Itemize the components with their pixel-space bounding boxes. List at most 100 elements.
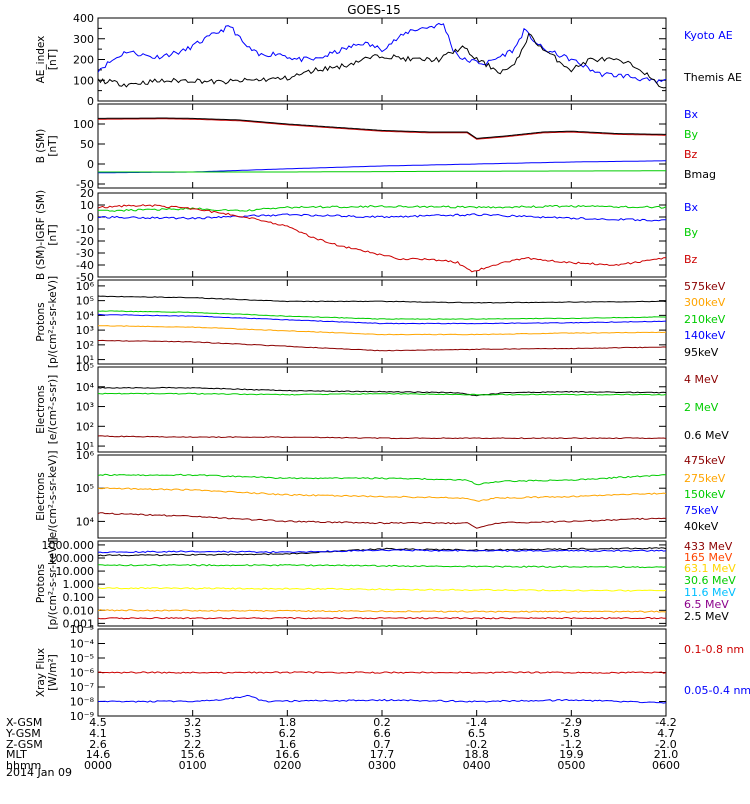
footer-value: 1.8 [279, 716, 297, 729]
footer-value: 0.2 [373, 716, 391, 729]
series-line-bmag [98, 117, 666, 139]
y-tick-label: 0.001 [63, 617, 95, 630]
y-tick-label: 10⁻⁷ [70, 681, 94, 694]
y-tick-label: 300 [73, 33, 94, 46]
series-line-2-mev [98, 392, 666, 396]
y-axis-title: Protons [35, 302, 47, 341]
footer-value: 19.9 [559, 748, 584, 761]
chart-panel-6: 10⁶ 10⁵ 10⁴ Electrons [e/(cm²-s-sr-keV)] 475k… [35, 449, 726, 542]
footer-value: -4.2 [655, 716, 676, 729]
y-tick-label: 10 [80, 199, 94, 212]
footer-value: 2.2 [184, 738, 202, 751]
series-line-0-6-mev [98, 435, 666, 440]
y-tick-label: 10⁻⁹ [70, 710, 94, 723]
legend-label: 433 MeV [684, 540, 733, 553]
y-tick-label: 0.010 [63, 604, 95, 617]
y-tick-label: 1000.000 [42, 539, 95, 552]
footer-value: 21.0 [654, 748, 679, 761]
panel-frame [97, 17, 667, 102]
footer-value: 3.2 [184, 716, 202, 729]
y-axis-title: Xray Flux [35, 648, 47, 697]
legend-label: 6.5 MeV [684, 598, 729, 611]
footer-row-label: X-GSM [6, 716, 42, 729]
footer-value: 0100 [179, 759, 207, 772]
y-tick-label: -20 [76, 235, 94, 248]
figure-title: GOES-15 [347, 3, 401, 17]
chart-panel-7: 1000.000100.00010.0001.0000.1000.0100.00… [35, 537, 736, 630]
footer-value: 5.8 [563, 727, 581, 740]
footer-value: 0000 [84, 759, 112, 772]
legend-label: 2.5 MeV [684, 610, 729, 623]
series-line-by [98, 204, 666, 212]
y-tick-label: 0.100 [63, 591, 95, 604]
y-tick-label: 20 [80, 187, 94, 200]
y-tick-label: 10² [76, 420, 94, 433]
series-line-by [98, 170, 666, 173]
y-tick-label: 0 [87, 158, 94, 171]
legend-label: 40keV [684, 520, 719, 533]
footer-value: 4.1 [89, 727, 107, 740]
series-line-300kev [98, 325, 666, 336]
y-axis-title: Electrons [35, 472, 47, 521]
y-axis-title: [nT] [47, 135, 59, 156]
legend-label: 0.1-0.8 nm [684, 643, 744, 656]
legend-label: 4 MeV [684, 373, 719, 386]
footer-value: 16.6 [275, 748, 300, 761]
y-tick-label: 10⁻³ [70, 623, 94, 636]
footer-value: 6.2 [279, 727, 297, 740]
legend-label: 150keV [684, 488, 726, 501]
y-tick-label: 10⁻⁶ [70, 667, 95, 680]
y-axis-title: [nT] [47, 224, 59, 245]
series-line-63-1-mev [98, 587, 666, 592]
series-line-0-1-0-8-nm [98, 671, 666, 674]
y-axis-title: [W/m²] [47, 654, 59, 691]
footer-value: 0300 [368, 759, 396, 772]
legend-label: 140keV [684, 329, 726, 342]
y-tick-label: 0 [87, 211, 94, 224]
footer-value: -0.2 [466, 738, 487, 751]
series-line-kyoto-ae [98, 22, 666, 84]
footer-value: 4.5 [89, 716, 107, 729]
y-tick-label: 10⁵ [76, 482, 94, 495]
series-line-bz [98, 118, 666, 140]
y-tick-label: 10⁴ [76, 309, 95, 322]
y-tick-label: 0 [87, 95, 94, 108]
footer-value: 1.6 [279, 738, 297, 751]
y-tick-label: 400 [73, 12, 94, 25]
y-tick-label: 10¹ [76, 354, 94, 367]
y-tick-label: 10⁶ [76, 449, 95, 462]
y-axis-title: Protons [35, 564, 47, 603]
y-tick-label: 10⁵ [76, 295, 94, 308]
footer-value: 6.6 [373, 727, 391, 740]
y-axis-title: Electrons [35, 385, 47, 434]
y-tick-label: -30 [76, 247, 94, 260]
y-tick-label: 200 [73, 54, 94, 67]
y-axis-title: [e/(cm²-s-sr-keV)] [47, 451, 59, 543]
legend-label: 300keV [684, 296, 726, 309]
y-tick-label: 10⁻⁸ [70, 696, 95, 709]
footer-value: 0200 [273, 759, 301, 772]
series-line-bx [98, 213, 666, 222]
legend-label: Kyoto AE [684, 29, 733, 42]
y-axis-title: [e/(cm²-s-sr)] [47, 375, 59, 444]
y-tick-label: 10.000 [56, 565, 95, 578]
footer-value: 0400 [463, 759, 491, 772]
footer-value: 6.5 [468, 727, 486, 740]
footer-row-label: hhmm [6, 759, 41, 772]
series-line-140kev [98, 313, 666, 325]
footer-value: -1.4 [466, 716, 487, 729]
y-tick-label: 50 [80, 138, 94, 151]
y-axis-title: [nT] [47, 49, 59, 70]
legend-label: 575keV [684, 280, 726, 293]
y-tick-label: 10⁻⁵ [70, 652, 94, 665]
y-axis-title: B (SM)-IGRF (SM) [35, 190, 47, 280]
series-line-11-6-mev [98, 609, 666, 613]
legend-label: Themis AE [683, 71, 742, 84]
panel-frame [97, 103, 667, 189]
y-tick-label: 10⁴ [76, 515, 95, 528]
footer-value: 5.3 [184, 727, 202, 740]
y-tick-label: 1.000 [63, 578, 95, 591]
